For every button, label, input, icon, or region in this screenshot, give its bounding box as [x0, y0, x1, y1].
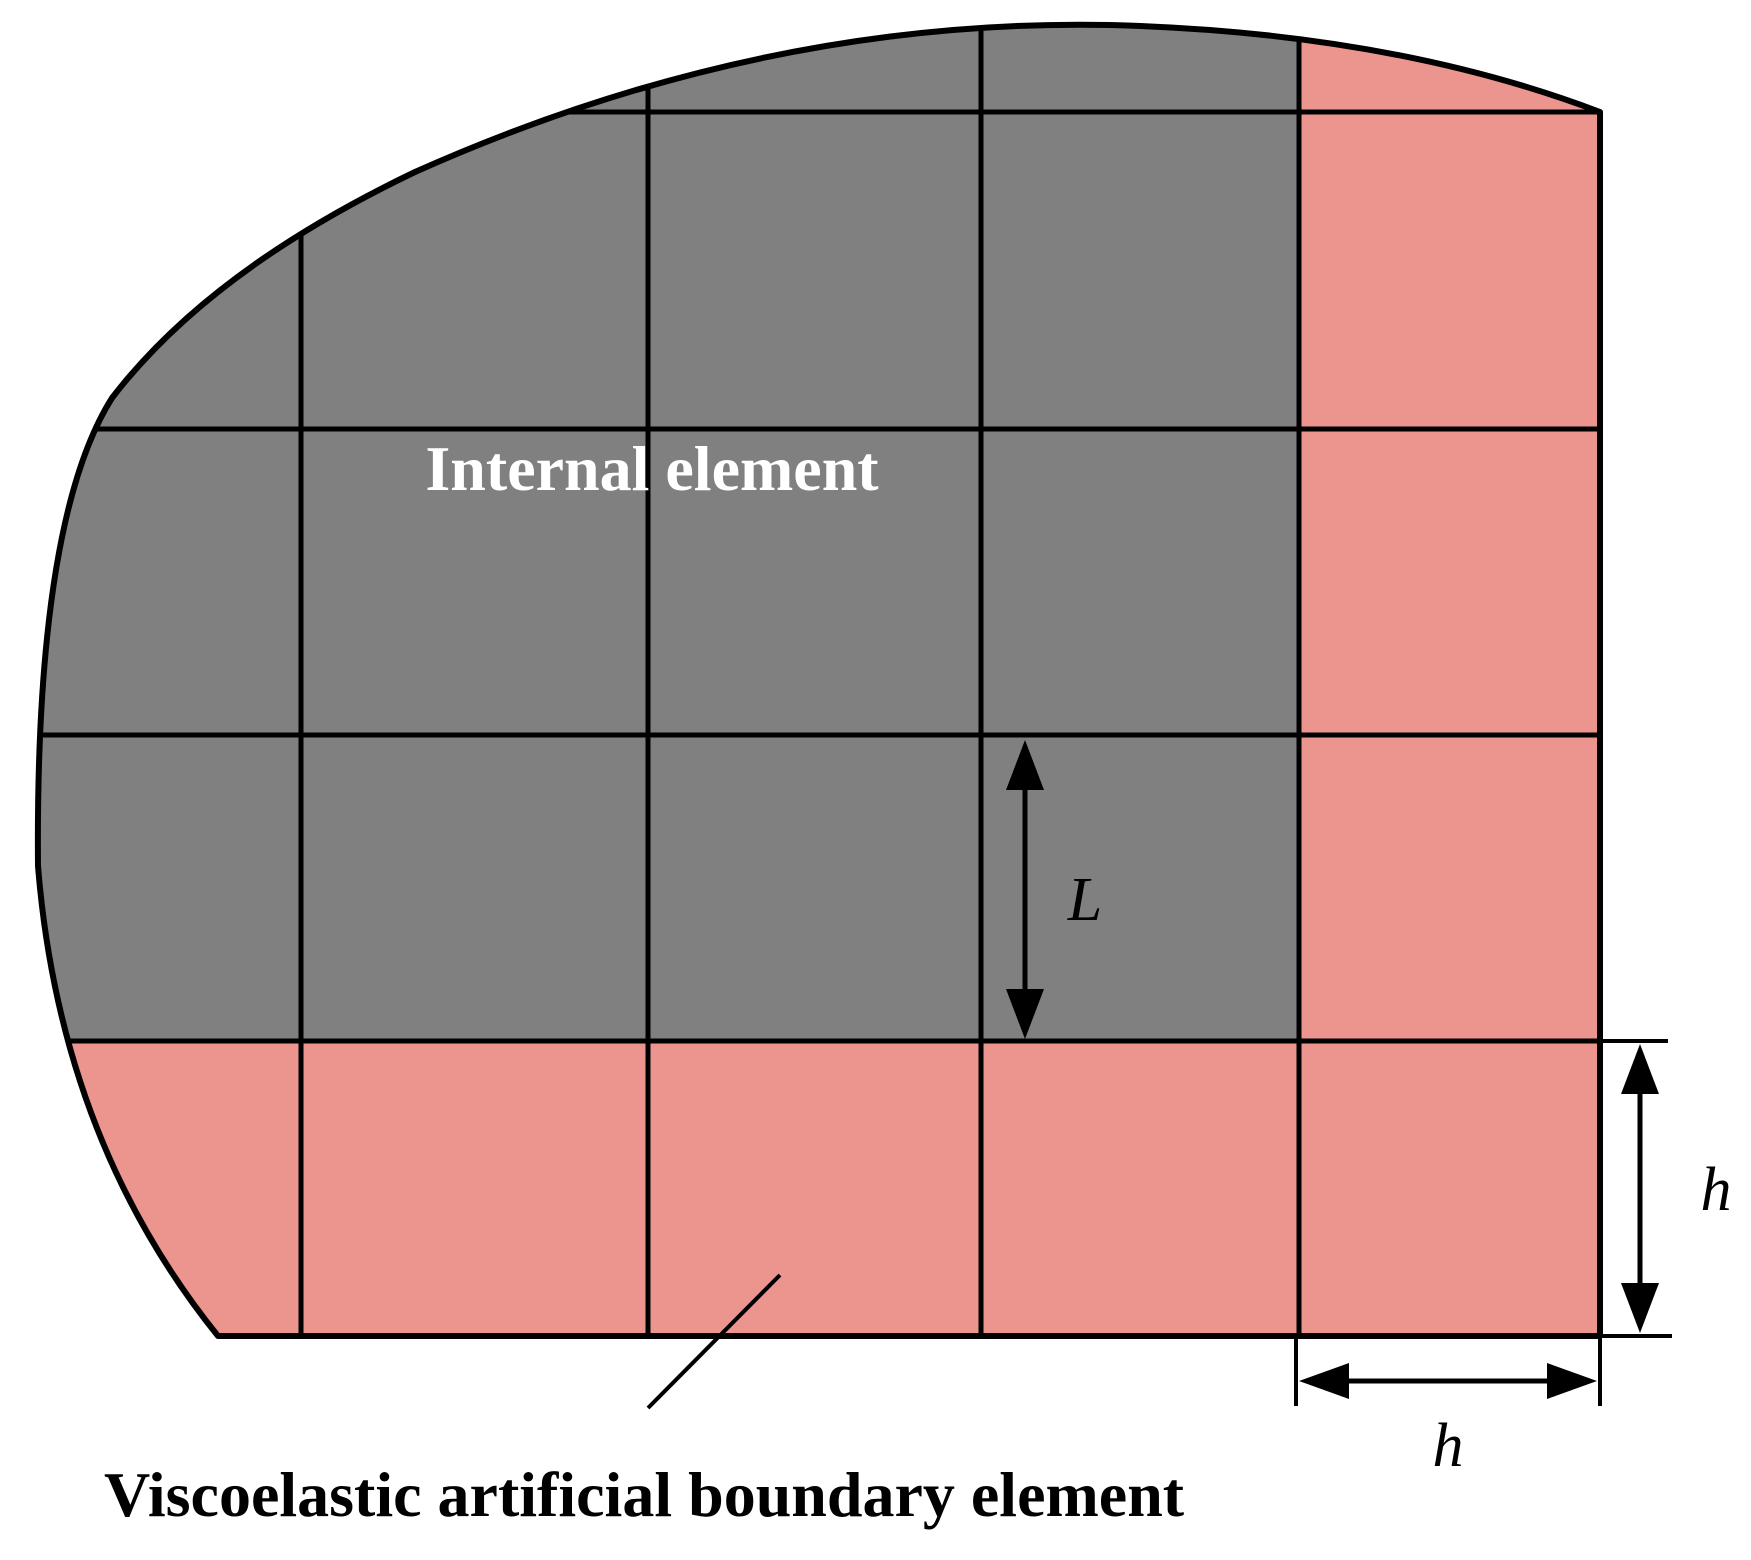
- element-fills: [0, 0, 1601, 1336]
- dimension-label-h-horizontal: h: [1433, 1412, 1464, 1480]
- internal-element-label: Internal element: [425, 433, 879, 504]
- boundary-element-column: [1299, 0, 1601, 1336]
- dimension-arrow-h-horizontal: [1299, 1363, 1597, 1399]
- boundary-element-label: Viscoelastic artificial boundary element: [104, 1459, 1185, 1530]
- dimension-label-L: L: [1067, 866, 1102, 934]
- arrowhead-down: [1621, 1283, 1659, 1333]
- arrowhead-up: [1621, 1044, 1659, 1094]
- dimension-arrow-h-vertical: [1621, 1044, 1659, 1333]
- arrowhead-left: [1299, 1363, 1349, 1399]
- dimension-label-h-vertical: h: [1701, 1156, 1732, 1224]
- arrowhead-right: [1547, 1363, 1597, 1399]
